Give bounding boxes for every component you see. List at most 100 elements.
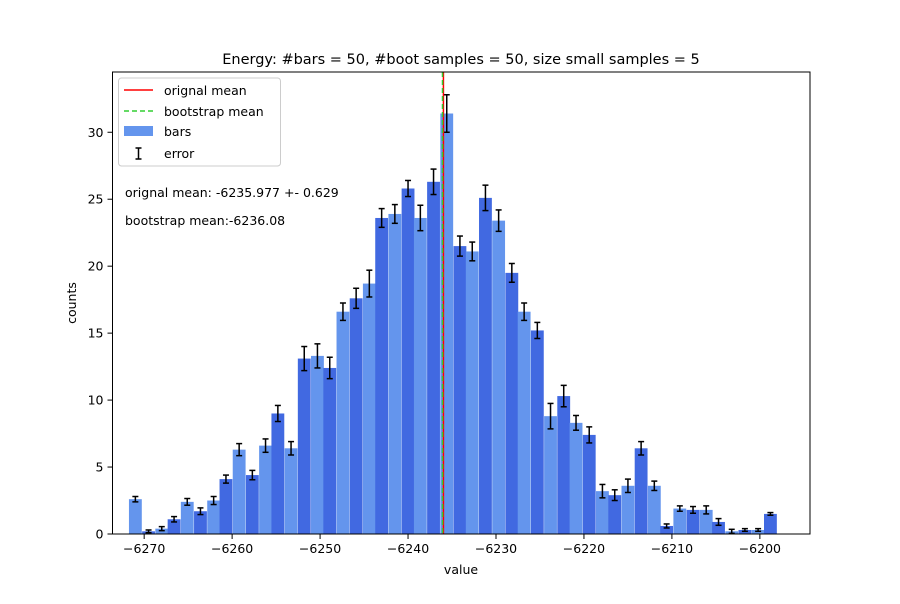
errorbars-layer xyxy=(132,94,774,535)
y-axis-ticks: 0 5 10 15 20 25 30 xyxy=(88,125,113,542)
legend-label-bootstrap-mean: bootstrap mean xyxy=(164,104,264,119)
bar xyxy=(336,311,350,534)
error-bar xyxy=(767,511,774,517)
bar xyxy=(621,485,635,534)
bar xyxy=(375,217,389,534)
bar xyxy=(544,416,557,534)
bar xyxy=(505,272,519,534)
bar xyxy=(673,508,687,534)
bar xyxy=(660,525,674,534)
error-bar xyxy=(222,474,229,484)
bar xyxy=(388,213,402,534)
bar xyxy=(686,509,700,534)
legend-swatch-bars xyxy=(124,126,153,136)
error-bar xyxy=(599,483,606,499)
bar xyxy=(128,499,142,534)
bar xyxy=(608,495,622,534)
error-bar xyxy=(534,321,541,340)
mean-lines-layer xyxy=(441,72,445,534)
bar xyxy=(492,220,506,534)
error-bar xyxy=(339,302,346,322)
y-tick-label: 10 xyxy=(88,393,104,408)
error-bar xyxy=(197,507,204,516)
error-bar xyxy=(443,94,450,134)
x-tick-label: −6260 xyxy=(211,541,253,556)
y-tick-label: 25 xyxy=(88,192,104,207)
bar xyxy=(517,311,531,534)
bar xyxy=(453,246,467,534)
bar xyxy=(311,355,324,534)
error-bar xyxy=(638,440,645,456)
x-axis-ticks: −6270 −6260 −6250 −6240 −6230 −6220 −6210 −6200 xyxy=(123,534,781,556)
legend-label-error: error xyxy=(164,146,195,161)
error-bar xyxy=(184,497,191,506)
error-bar xyxy=(274,404,281,423)
y-tick-label: 20 xyxy=(88,259,104,274)
error-bar xyxy=(262,438,269,454)
bar xyxy=(297,358,311,534)
bar xyxy=(259,445,272,534)
annotation-bootstrap-mean: bootstrap mean:-6236.08 xyxy=(125,213,285,228)
bar xyxy=(582,434,596,534)
bar xyxy=(323,367,337,534)
bar xyxy=(479,197,492,534)
bar xyxy=(413,217,427,534)
x-tick-label: −6220 xyxy=(563,541,605,556)
legend: orignal mean bootstrap mean bars error xyxy=(118,77,281,167)
bar xyxy=(167,519,181,534)
bar xyxy=(401,188,415,534)
bar xyxy=(647,485,661,534)
error-bar xyxy=(405,179,412,198)
error-bar xyxy=(624,478,631,494)
error-bar xyxy=(132,495,139,503)
legend-swatch-error xyxy=(135,147,142,160)
x-tick-label: −6240 xyxy=(387,541,429,556)
error-bar xyxy=(611,489,618,502)
legend-box xyxy=(118,77,281,167)
error-bar xyxy=(703,505,710,515)
plot-frame xyxy=(112,71,811,535)
bar xyxy=(349,298,363,534)
error-bar xyxy=(755,527,762,533)
y-tick-label: 5 xyxy=(96,460,104,475)
bar xyxy=(194,511,207,534)
bar xyxy=(569,422,583,534)
error-bar xyxy=(690,505,697,514)
error-bar xyxy=(378,207,385,229)
error-bar xyxy=(158,525,165,532)
bar xyxy=(219,479,233,534)
error-bar xyxy=(715,517,722,527)
error-bar xyxy=(663,523,670,529)
bar xyxy=(557,396,571,534)
y-tick-label: 15 xyxy=(88,326,104,341)
error-bar xyxy=(573,414,580,431)
error-bar xyxy=(417,204,424,232)
error-bar xyxy=(326,356,333,380)
error-bar xyxy=(366,269,373,298)
x-axis-label: value xyxy=(444,562,478,577)
bar xyxy=(271,413,285,534)
legend-label-bars: bars xyxy=(164,124,191,139)
error-bar xyxy=(651,480,658,492)
x-tick-label: −6250 xyxy=(299,541,341,556)
error-bar xyxy=(676,505,683,512)
y-axis-label: counts xyxy=(64,282,79,324)
error-bar xyxy=(547,402,554,430)
error-bar xyxy=(391,203,398,225)
error-bar xyxy=(495,209,502,233)
bar xyxy=(634,448,648,534)
legend-label-original-mean: orignal mean xyxy=(164,83,247,98)
annotation-original-mean: orignal mean: -6235.977 +- 0.629 xyxy=(125,185,339,200)
error-bar xyxy=(430,168,437,196)
chart-title: Energy: #bars = 50, #boot samples = 50, … xyxy=(222,52,700,68)
bar xyxy=(232,449,246,534)
error-bar xyxy=(288,440,295,456)
bar xyxy=(284,448,298,534)
error-bar xyxy=(482,184,489,212)
error-bar xyxy=(728,528,735,535)
bar xyxy=(207,500,221,534)
bar xyxy=(465,251,479,534)
error-bar xyxy=(456,235,463,257)
